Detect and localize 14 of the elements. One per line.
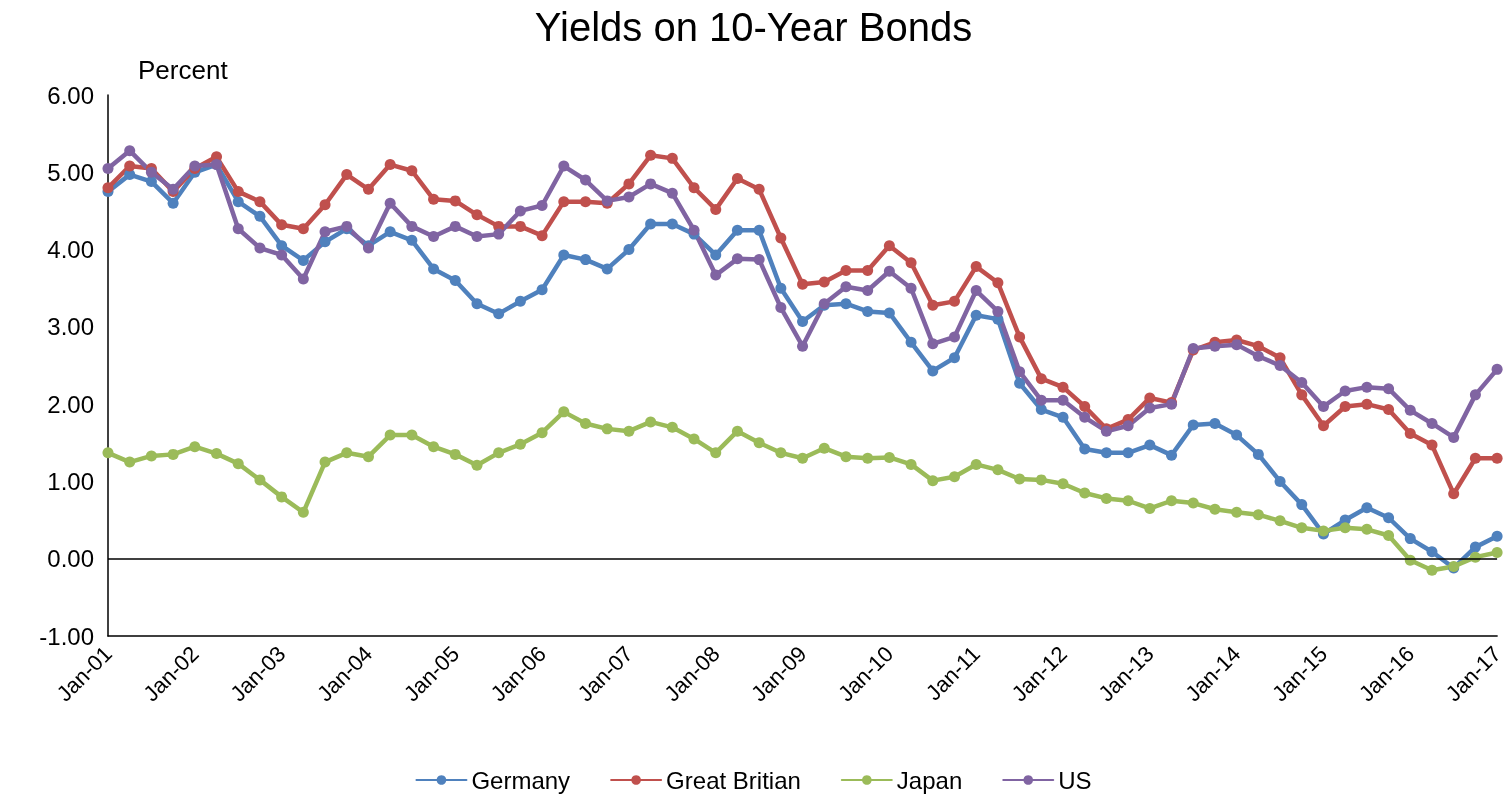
legend-label: Great Britian (666, 766, 801, 794)
y-tick-label: 0.00 (47, 545, 94, 573)
y-tick-label: 4.00 (47, 236, 94, 264)
y-tick-label: 1.00 (47, 467, 94, 495)
y-tick-label: 3.00 (47, 313, 94, 341)
y-tick-label: 6.00 (47, 81, 94, 109)
y-axis-title: Percent (138, 55, 229, 85)
legend-label: US (1058, 766, 1092, 794)
legend-label: Germany (471, 766, 571, 794)
y-tick-label: -1.00 (39, 622, 94, 650)
chart-title: Yields on 10-Year Bonds (534, 5, 973, 49)
y-tick-label: 5.00 (47, 158, 94, 186)
y-tick-label: 2.00 (47, 390, 94, 418)
legend-label: Japan (896, 766, 963, 794)
